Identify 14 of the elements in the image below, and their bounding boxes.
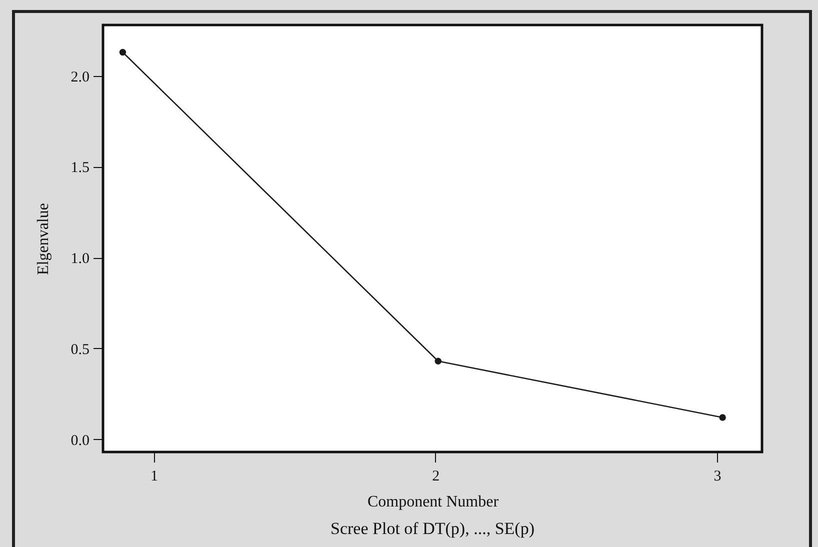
y-tick-label: 2.0: [70, 69, 90, 86]
y-tick-label: 0.5: [70, 342, 90, 358]
y-tick-label: 0.0: [70, 432, 90, 449]
x-tick-label: 2: [432, 468, 440, 484]
text: Scree Plot of DT(p), ..., SE(p): [330, 519, 534, 538]
x-tick-label: 1: [150, 468, 158, 484]
x-axis-title: Component Number: [367, 494, 500, 510]
y-tick-label: 1.5: [70, 160, 90, 176]
point: [434, 358, 442, 364]
point: [119, 48, 126, 56]
y-tick-label: 1.0: [70, 251, 90, 268]
x-tick-label: 3: [714, 468, 722, 484]
y-axis-title: Elgenvalue: [34, 203, 52, 275]
point: [719, 414, 726, 421]
